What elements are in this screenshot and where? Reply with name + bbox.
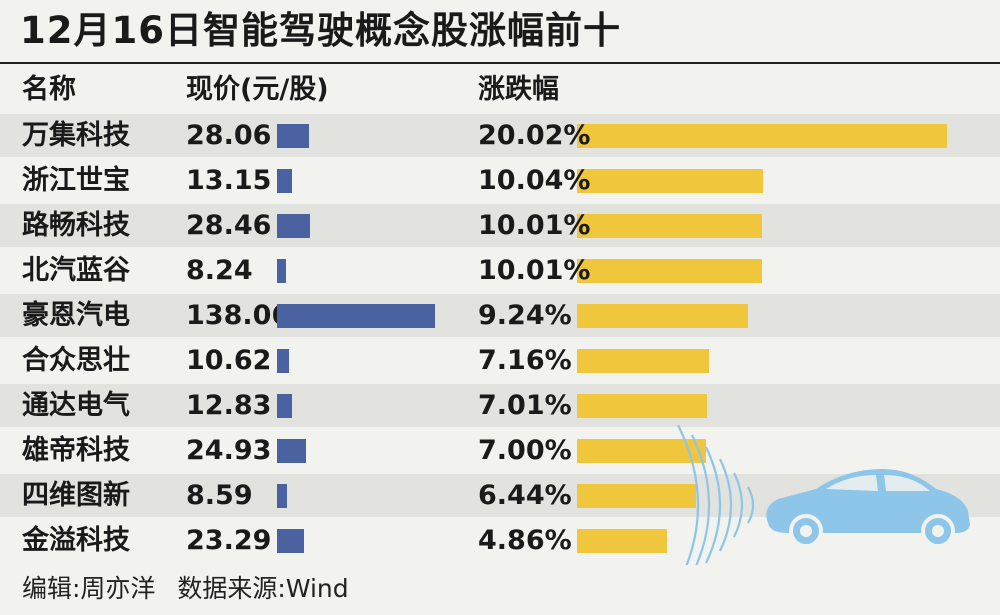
price-bar <box>277 439 306 463</box>
change-label: 9.24% <box>478 300 572 331</box>
table-row: 合众思壮 10.62 7.16% <box>0 339 1000 382</box>
change-bar <box>577 124 947 148</box>
change-bar <box>577 169 763 193</box>
stock-name: 北汽蓝谷 <box>22 255 130 286</box>
chart-title: 12月16日智能驾驶概念股涨幅前十 <box>20 9 621 52</box>
change-label: 20.02% <box>478 120 591 151</box>
change-label: 7.16% <box>478 345 572 376</box>
change-label: 4.86% <box>478 525 572 556</box>
change-bar <box>577 349 710 373</box>
change-label: 7.00% <box>478 435 572 466</box>
price-bar <box>277 214 310 238</box>
table-row: 豪恩汽电 138.06 9.24% <box>0 294 1000 337</box>
table-row: 北汽蓝谷 8.24 10.01% <box>0 249 1000 292</box>
change-bar <box>577 214 762 238</box>
change-bar <box>577 484 697 508</box>
footer: 编辑:周亦洋 数据来源:Wind <box>22 572 363 606</box>
change-bar <box>577 304 748 328</box>
change-label: 10.01% <box>478 255 591 286</box>
price-bar <box>277 484 287 508</box>
price-label: 12.83 <box>186 390 272 421</box>
change-label: 7.01% <box>478 390 572 421</box>
change-label: 6.44% <box>478 480 572 511</box>
stock-name: 万集科技 <box>22 120 130 151</box>
price-label: 23.29 <box>186 525 272 556</box>
price-bar <box>277 124 310 148</box>
car-icon <box>677 425 970 565</box>
price-bar <box>277 394 292 418</box>
table-row: 路畅科技 28.46 10.01% <box>0 204 1000 247</box>
price-label: 28.06 <box>186 120 272 151</box>
footer-source: 数据来源:Wind <box>177 574 349 603</box>
table-row: 通达电气 12.83 7.01% <box>0 384 1000 427</box>
change-bar <box>577 439 707 463</box>
stock-name: 路畅科技 <box>22 210 130 241</box>
stock-name: 合众思壮 <box>22 345 130 376</box>
change-bar <box>577 259 762 283</box>
table-row: 雄帝科技 24.93 7.00% <box>0 429 1000 472</box>
stock-name: 金溢科技 <box>22 525 130 556</box>
stock-name: 浙江世宝 <box>22 165 130 196</box>
stock-name: 豪恩汽电 <box>22 300 130 331</box>
change-label: 10.01% <box>478 210 591 241</box>
price-label: 8.59 <box>186 480 253 511</box>
stock-name: 四维图新 <box>22 480 130 511</box>
stock-name: 雄帝科技 <box>22 435 130 466</box>
price-bar <box>277 259 287 283</box>
price-label: 10.62 <box>186 345 272 376</box>
change-bar <box>577 394 707 418</box>
header-name: 名称 <box>22 74 76 105</box>
footer-editor: 编辑:周亦洋 <box>22 574 156 603</box>
price-label: 13.15 <box>186 165 272 196</box>
table-row: 金溢科技 23.29 4.86% <box>0 519 1000 562</box>
price-bar <box>277 169 293 193</box>
price-label: 28.46 <box>186 210 272 241</box>
header-price: 现价(元/股) <box>186 74 329 105</box>
change-label: 10.04% <box>478 165 591 196</box>
signal-waves-icon <box>677 425 755 565</box>
price-label: 8.24 <box>186 255 253 286</box>
title-divider <box>0 62 1000 64</box>
price-bar <box>277 529 304 553</box>
price-bar <box>277 304 435 328</box>
header-change: 涨跌幅 <box>478 74 559 105</box>
price-label: 138.06 <box>186 300 291 331</box>
stock-name: 通达电气 <box>22 390 130 421</box>
change-bar <box>577 529 667 553</box>
price-bar <box>277 349 290 373</box>
table-row: 浙江世宝 13.15 10.04% <box>0 159 1000 202</box>
table-row: 万集科技 28.06 20.02% <box>0 114 1000 157</box>
price-label: 24.93 <box>186 435 272 466</box>
